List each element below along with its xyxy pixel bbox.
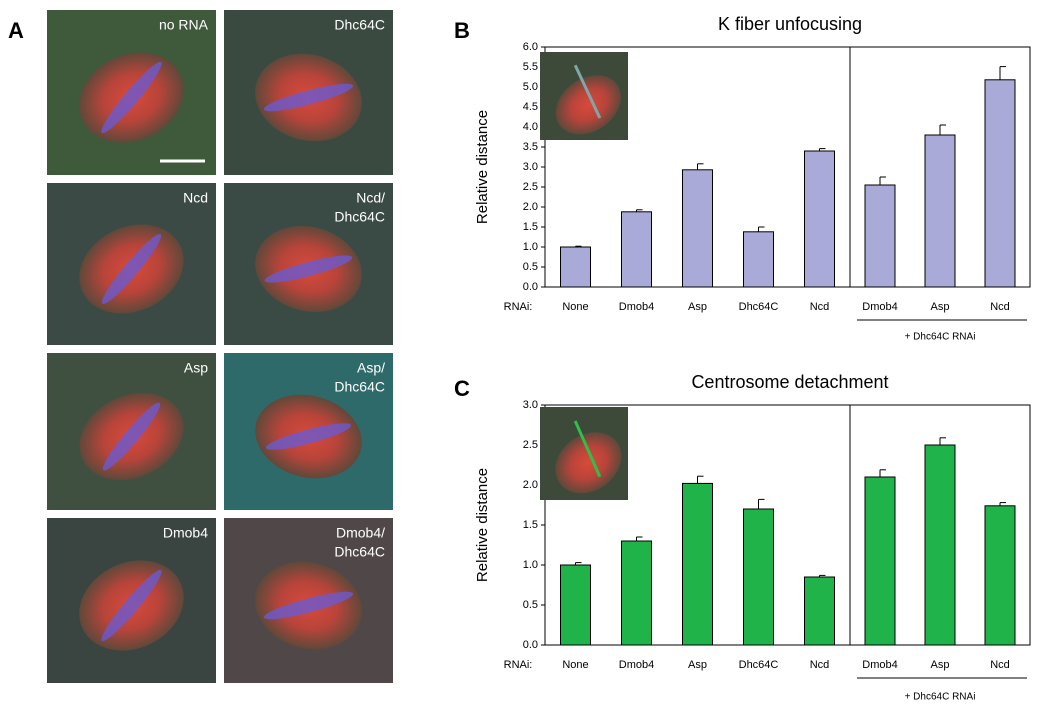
x-tick-label: Dmob4 xyxy=(619,301,654,313)
charts: K fiber unfocusing Relative distance 0.0 0.… xyxy=(474,14,1031,703)
bar xyxy=(804,576,835,646)
micrograph-label: no RNA xyxy=(159,17,209,33)
chart-title: K fiber unfocusing xyxy=(718,14,862,34)
y-tick-label: 6.0 xyxy=(523,41,538,53)
bar xyxy=(984,79,1016,288)
y-tick-label: 0.0 xyxy=(523,639,538,651)
y-tick-label: 4.5 xyxy=(523,101,538,113)
y-tick-label: 1.0 xyxy=(523,241,538,253)
bar xyxy=(984,505,1016,646)
y-tick-label: 0.0 xyxy=(523,281,538,293)
y-axis-label: Relative distance xyxy=(474,468,491,582)
panel-label: C xyxy=(454,376,470,401)
micrograph-label: Asp/ xyxy=(357,360,385,376)
bar xyxy=(864,476,896,646)
x-tick-label: Asp xyxy=(688,301,707,313)
y-tick-label: 1.5 xyxy=(523,519,538,531)
bar xyxy=(743,231,774,288)
x-tick-label: Asp xyxy=(931,659,950,671)
chromosomes xyxy=(101,233,162,305)
y-tick-label: 3.0 xyxy=(523,161,538,173)
micrograph-label: Dhc64C xyxy=(334,17,385,33)
y-tick-label: 0.5 xyxy=(523,599,538,611)
x-tick-label: Dhc64C xyxy=(739,301,779,313)
y-tick-label: 2.0 xyxy=(523,479,538,491)
y-tick-label: 2.5 xyxy=(523,181,538,193)
micrograph-label: Dhc64C xyxy=(334,209,385,225)
inset-spindle xyxy=(555,432,622,494)
y-tick-label: 1.0 xyxy=(523,559,538,571)
x-prefix: RNAi: xyxy=(504,301,533,313)
y-tick-label: 0.5 xyxy=(523,261,538,273)
group-label: + Dhc64C RNAi xyxy=(905,332,976,343)
y-tick-label: 5.5 xyxy=(523,61,538,73)
x-tick-label: None xyxy=(562,659,588,671)
y-tick-label: 1.5 xyxy=(523,221,538,233)
inset-measure xyxy=(573,420,602,478)
chromosomes xyxy=(102,402,161,471)
x-tick-label: Ncd xyxy=(810,301,830,313)
y-tick-label: 3.5 xyxy=(523,141,538,153)
micrograph-label: Ncd xyxy=(183,190,208,206)
panel-label: B xyxy=(454,18,470,43)
chart-title: Centrosome detachment xyxy=(691,372,888,392)
micrograph-panel: no RNA Dhc64C Ncd Ncd/Dhc64C Asp Asp/Dhc64C Dm… xyxy=(47,10,393,683)
x-tick-label: Asp xyxy=(688,659,707,671)
bar xyxy=(743,508,774,646)
x-tick-label: Dmob4 xyxy=(862,301,897,313)
y-tick-label: 3.0 xyxy=(523,399,538,411)
bar xyxy=(804,150,835,288)
panel-label: A xyxy=(8,18,24,43)
x-prefix: RNAi: xyxy=(504,659,533,671)
x-tick-label: Ncd xyxy=(810,659,830,671)
inset-measure xyxy=(573,64,602,119)
x-tick-label: Dmob4 xyxy=(619,659,654,671)
bar xyxy=(621,211,652,288)
chromosomes xyxy=(265,423,352,450)
micrograph-label: Dhc64C xyxy=(334,379,385,395)
bar xyxy=(621,540,652,646)
chromosomes xyxy=(263,591,354,620)
bar xyxy=(924,134,956,288)
group-label: + Dhc64C RNAi xyxy=(905,692,976,703)
bar xyxy=(560,564,591,646)
x-tick-label: Dhc64C xyxy=(739,659,779,671)
bar xyxy=(560,246,591,288)
x-tick-label: Ncd xyxy=(990,301,1010,313)
micrograph-label: Ncd/ xyxy=(356,190,385,206)
micrograph-label: Dmob4/ xyxy=(336,525,385,541)
micrograph-label: Dhc64C xyxy=(334,544,385,560)
y-tick-label: 2.0 xyxy=(523,201,538,213)
inset-spindle xyxy=(555,75,621,135)
x-tick-label: Dmob4 xyxy=(862,659,897,671)
chromosomes xyxy=(264,255,353,283)
bar xyxy=(924,444,956,646)
y-tick-label: 4.0 xyxy=(523,121,538,133)
bar xyxy=(864,184,896,288)
x-tick-label: None xyxy=(562,301,588,313)
x-tick-label: Ncd xyxy=(990,659,1010,671)
chromosomes xyxy=(101,569,162,642)
micrograph-label: Dmob4 xyxy=(163,525,208,541)
y-tick-label: 5.0 xyxy=(523,81,538,93)
y-tick-label: 2.5 xyxy=(523,439,538,451)
bar xyxy=(682,482,713,646)
bar xyxy=(682,169,713,288)
chromosomes xyxy=(101,61,162,134)
chromosomes xyxy=(263,83,354,112)
micrograph-label: Asp xyxy=(184,360,208,376)
x-tick-label: Asp xyxy=(931,301,950,313)
y-axis-label: Relative distance xyxy=(474,110,491,224)
